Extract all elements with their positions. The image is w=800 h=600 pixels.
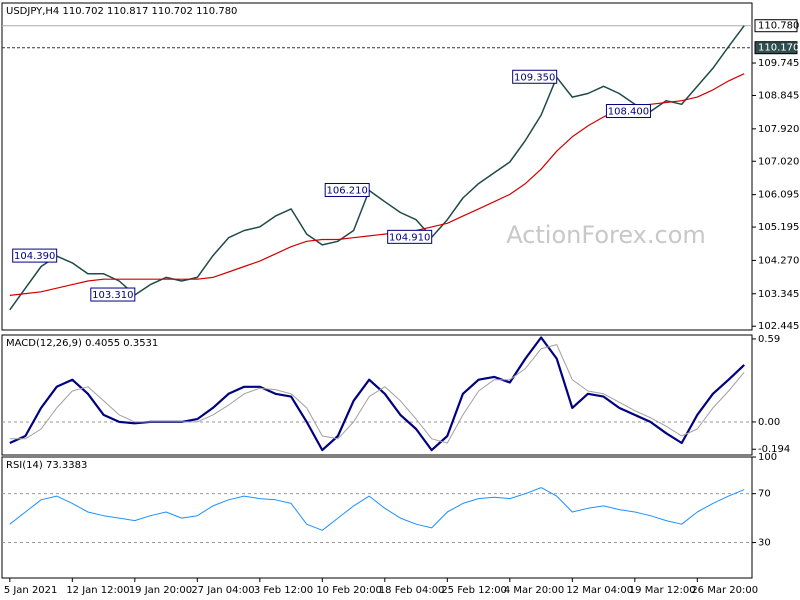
price-label-box <box>754 19 798 33</box>
series-line <box>9 344 745 444</box>
x-tick-label: 19 Jan 20:00 <box>129 585 192 596</box>
x-tick-label: 18 Feb 04:00 <box>379 585 445 596</box>
series-line <box>9 487 745 531</box>
pane-title: MACD(12,26,9) 0.4055 0.3531 <box>6 338 158 349</box>
annotation-box <box>387 229 433 244</box>
x-tick-label: 27 Jan 04:00 <box>191 585 254 596</box>
annotation-label: 103.310 <box>92 290 133 301</box>
price-label-box <box>754 41 798 55</box>
pane <box>1 334 753 456</box>
annotation-label: 106.210 <box>327 185 368 196</box>
annotation-label: 108.400 <box>608 107 649 118</box>
y-tick-label: 100 <box>758 452 777 463</box>
y-tick-label: 0.59 <box>758 334 780 345</box>
y-tick-label: 104.270 <box>758 255 799 266</box>
pane <box>1 456 753 579</box>
x-tick-label: 12 Jan 12:00 <box>66 585 129 596</box>
annotation-label: 104.390 <box>14 251 55 262</box>
series-line <box>9 336 745 452</box>
y-tick-label: 109.745 <box>758 58 799 69</box>
watermark: ActionForex.com <box>506 221 706 249</box>
y-tick-label: 106.095 <box>758 190 799 201</box>
annotation-label: 104.910 <box>389 232 430 243</box>
y-tick-label: 103.345 <box>758 289 799 300</box>
y-tick-label: 30 <box>758 538 771 549</box>
y-tick-label: 102.445 <box>758 321 799 332</box>
x-tick-label: 25 Feb 12:00 <box>441 585 507 596</box>
x-tick-label: 3 Feb 12:00 <box>254 585 313 596</box>
y-tick-label: 107.920 <box>758 124 799 135</box>
x-tick-label: 5 Jan 2021 <box>4 585 58 596</box>
price-label: 110.780 <box>758 21 799 32</box>
annotation-label: 109.350 <box>514 72 555 83</box>
annotation-box <box>324 182 370 197</box>
y-tick-label: 107.020 <box>758 156 799 167</box>
annotation-box <box>90 287 136 302</box>
y-tick-label: 70 <box>758 489 771 500</box>
annotation-box <box>12 248 58 263</box>
annotation-box <box>512 69 558 84</box>
x-tick-label: 4 Mar 20:00 <box>504 585 564 596</box>
y-tick-label: 0.00 <box>758 417 780 428</box>
annotation-box <box>605 104 651 119</box>
pane <box>1 2 753 331</box>
x-tick-label: 26 Mar 20:00 <box>691 585 758 596</box>
price-label: 110.170 <box>758 43 799 54</box>
pane-title: RSI(14) 73.3383 <box>6 460 87 471</box>
pane-title: USDJPY,H4 110.702 110.817 110.702 110.78… <box>6 6 237 17</box>
x-tick-label: 19 Mar 12:00 <box>629 585 696 596</box>
y-tick-label: 105.195 <box>758 222 799 233</box>
y-tick-label: 108.845 <box>758 90 799 101</box>
y-tick-label: -0.194 <box>758 444 790 455</box>
x-tick-label: 12 Mar 04:00 <box>566 585 633 596</box>
x-tick-label: 10 Feb 20:00 <box>316 585 382 596</box>
